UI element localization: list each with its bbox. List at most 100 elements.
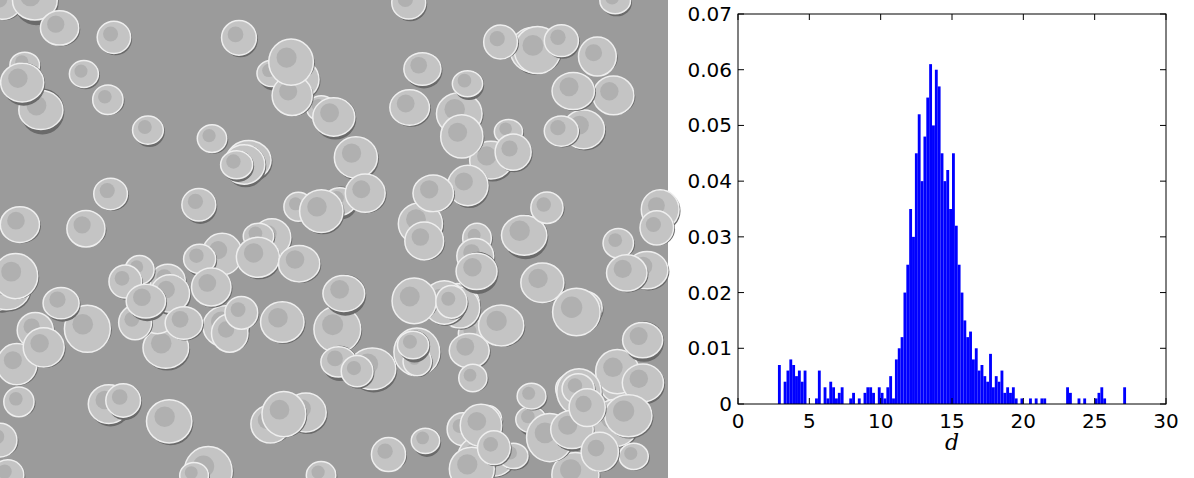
- cell-body: [607, 255, 647, 291]
- cell: [0, 207, 41, 244]
- cell-body: [269, 39, 314, 85]
- cell-body: [4, 387, 34, 417]
- bar: [949, 209, 952, 404]
- cell-texture: [342, 143, 361, 162]
- y-tick: [738, 14, 744, 15]
- cell-texture: [400, 287, 420, 307]
- cell-texture: [277, 48, 297, 68]
- cell: [182, 189, 217, 224]
- x-tick-label: 25: [1082, 409, 1107, 433]
- x-tick: [1023, 398, 1024, 404]
- x-tick-top: [880, 14, 881, 20]
- cell-texture: [464, 369, 477, 382]
- cell: [67, 210, 107, 247]
- cell: [390, 90, 431, 127]
- x-tick-top: [1023, 14, 1024, 20]
- y-tick-label: 0.05: [687, 113, 732, 137]
- cell-body: [345, 174, 385, 212]
- bar: [1095, 398, 1098, 404]
- cell: [40, 11, 80, 46]
- cell-body: [436, 285, 467, 318]
- cell-body: [261, 302, 304, 343]
- cell-body: [413, 175, 454, 212]
- cell-body: [1, 63, 44, 102]
- cell-texture: [307, 197, 327, 217]
- bar: [989, 354, 992, 404]
- cell-texture: [327, 350, 343, 366]
- cell-body: [106, 384, 141, 417]
- cell: [334, 137, 379, 181]
- cell-body: [397, 331, 428, 359]
- bar: [961, 293, 964, 404]
- bar: [864, 393, 867, 404]
- cell-body: [553, 288, 601, 335]
- cell-texture: [456, 338, 474, 356]
- cell: [97, 21, 132, 55]
- bar: [963, 320, 966, 404]
- cell: [495, 134, 533, 172]
- bar: [826, 398, 829, 404]
- cell-body: [392, 0, 426, 19]
- cell-texture: [614, 260, 632, 278]
- cell-texture: [588, 440, 605, 457]
- cell-body: [93, 85, 123, 115]
- bar: [1009, 393, 1012, 404]
- y-tick-right: [1160, 348, 1166, 349]
- cell-texture: [420, 180, 438, 198]
- cell-texture: [397, 95, 415, 113]
- x-tick-label: 0: [732, 409, 745, 433]
- cell-texture: [561, 297, 582, 318]
- y-tick-right: [1160, 292, 1166, 293]
- cell-body: [146, 400, 191, 443]
- cell-texture: [550, 120, 565, 135]
- bar: [787, 371, 790, 404]
- y-tick: [738, 236, 744, 237]
- cell-texture: [536, 197, 551, 212]
- bar: [935, 70, 938, 404]
- plot-background: [738, 14, 1166, 404]
- x-tick-label: 20: [1011, 409, 1036, 433]
- cell-texture: [8, 69, 27, 88]
- cell-texture: [377, 444, 392, 459]
- cell-body: [334, 137, 377, 178]
- cell-body: [552, 72, 594, 109]
- bar: [1020, 398, 1023, 404]
- y-tick-label: 0.07: [687, 2, 732, 26]
- x-tick-top: [1166, 14, 1167, 20]
- cell-body: [192, 268, 231, 306]
- cell-texture: [585, 44, 602, 61]
- cell-body: [593, 76, 634, 115]
- cell-body: [313, 98, 355, 136]
- bar: [818, 371, 821, 404]
- bar: [912, 237, 915, 404]
- bar: [858, 398, 861, 404]
- cell: [197, 125, 228, 154]
- x-tick: [738, 398, 739, 404]
- y-tick-right: [1160, 181, 1166, 182]
- bar: [969, 332, 972, 404]
- cell: [262, 391, 307, 437]
- bar: [906, 265, 909, 404]
- cell-body: [569, 389, 605, 427]
- cell-texture: [403, 335, 417, 349]
- cell-texture: [231, 302, 246, 317]
- cell-body: [225, 296, 258, 329]
- cell-texture: [600, 82, 618, 100]
- cell: [413, 175, 455, 212]
- cell-texture: [550, 30, 565, 45]
- y-tick-right: [1160, 404, 1166, 405]
- bar: [921, 181, 924, 404]
- cell-texture: [188, 194, 203, 209]
- cell-texture: [7, 212, 25, 230]
- cell-texture: [112, 389, 128, 405]
- cell: [394, 328, 441, 376]
- cell-texture: [1, 262, 21, 282]
- cell-texture: [522, 387, 535, 400]
- cell-body: [478, 431, 511, 465]
- cell: [605, 395, 654, 439]
- bar: [923, 137, 926, 404]
- bar: [958, 265, 961, 404]
- cell: [341, 356, 374, 389]
- cell-texture: [98, 90, 112, 104]
- bar: [795, 376, 798, 404]
